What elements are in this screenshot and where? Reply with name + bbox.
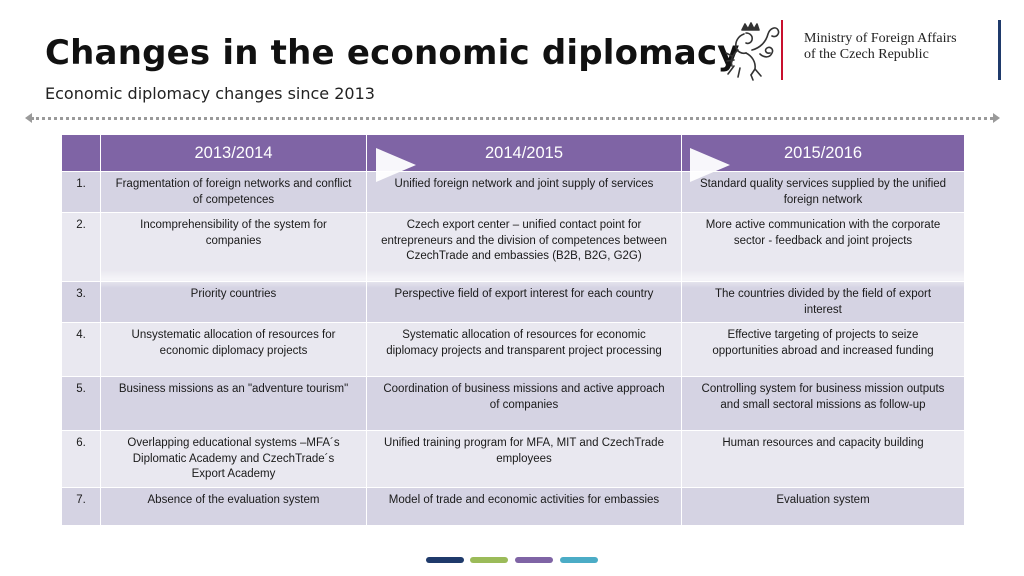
cell-2014-2015: Czech export center – unified contact po…: [366, 212, 682, 282]
table-row: 4. Unsystematic allocation of resources …: [61, 322, 965, 377]
header-number: [61, 134, 101, 172]
cell-2014-2015: Unified training program for MFA, MIT an…: [366, 430, 682, 488]
slide-title: Changes in the economic diplomacy: [45, 33, 740, 73]
play-arrow-icon: [690, 148, 730, 182]
header-2013-2014: 2013/2014: [100, 134, 367, 172]
row-number: 7.: [61, 486, 101, 526]
table-row: 5. Business missions as an "adventure to…: [61, 376, 965, 431]
table-row: 7. Absence of the evaluation system Mode…: [61, 486, 965, 526]
table-row: 1. Fragmentation of foreign networks and…: [61, 171, 965, 213]
footer-dot-1: [426, 557, 464, 563]
cell-2013-2014: Unsystematic allocation of resources for…: [100, 322, 367, 377]
footer-dot-2: [470, 557, 508, 563]
footer-dot-3: [515, 557, 553, 563]
row-number: 1.: [61, 171, 101, 213]
cell-2015-2016: Human resources and capacity building: [681, 430, 965, 488]
cell-2015-2016: Controlling system for business mission …: [681, 376, 965, 431]
ministry-line-2: of the Czech Republic: [804, 47, 929, 62]
row-number: 3.: [61, 281, 101, 323]
table-row: 6. Overlapping educational systems –MFA´…: [61, 430, 965, 488]
brand-divider: [781, 20, 783, 80]
dotted-divider: [31, 117, 993, 120]
row-number: 4.: [61, 322, 101, 377]
ministry-name: Ministry of Foreign Affairs of the Czech…: [804, 31, 984, 63]
table-row: 3. Priority countries Perspective field …: [61, 281, 965, 323]
header-2014-2015: 2014/2015: [366, 134, 682, 172]
ministry-line-1: Ministry of Foreign Affairs: [804, 31, 957, 46]
cell-2013-2014: Incomprehensibility of the system for co…: [100, 212, 367, 282]
row-number: 6.: [61, 430, 101, 488]
row-number: 2.: [61, 212, 101, 282]
cell-2015-2016: The countries divided by the field of ex…: [681, 281, 965, 323]
cell-2015-2016: Evaluation system: [681, 486, 965, 526]
cell-2013-2014: Priority countries: [100, 281, 367, 323]
table-row: 2. Incomprehensibility of the system for…: [61, 212, 965, 282]
cell-2013-2014: Business missions as an "adventure touri…: [100, 376, 367, 431]
play-arrow-icon: [376, 148, 416, 182]
cell-2015-2016: Effective targeting of projects to seize…: [681, 322, 965, 377]
cell-2013-2014: Fragmentation of foreign networks and co…: [100, 171, 367, 213]
cell-2015-2016: Standard quality services supplied by th…: [681, 171, 965, 213]
cell-2014-2015: Model of trade and economic activities f…: [366, 486, 682, 526]
footer-dot-4: [560, 557, 598, 563]
slide-subtitle: Economic diplomacy changes since 2013: [45, 84, 375, 103]
row-number: 5.: [61, 376, 101, 431]
cell-2014-2015: Coordination of business missions and ac…: [366, 376, 682, 431]
czech-lion-icon: [725, 22, 780, 81]
cell-2014-2015: Unified foreign network and joint supply…: [366, 171, 682, 213]
divider-right-arrow-icon: [993, 113, 1000, 123]
table-header-row: 2013/2014 2014/2015 2015/2016: [61, 134, 965, 172]
divider-left-arrow-icon: [25, 113, 32, 123]
diplomacy-changes-table: 2013/2014 2014/2015 2015/2016 1. Fragmen…: [61, 134, 965, 526]
cell-2015-2016: More active communication with the corpo…: [681, 212, 965, 282]
edge-accent-bar: [998, 20, 1001, 80]
cell-2014-2015: Perspective field of export interest for…: [366, 281, 682, 323]
cell-2013-2014: Absence of the evaluation system: [100, 486, 367, 526]
cell-2014-2015: Systematic allocation of resources for e…: [366, 322, 682, 377]
cell-2013-2014: Overlapping educational systems –MFA´s D…: [100, 430, 367, 488]
